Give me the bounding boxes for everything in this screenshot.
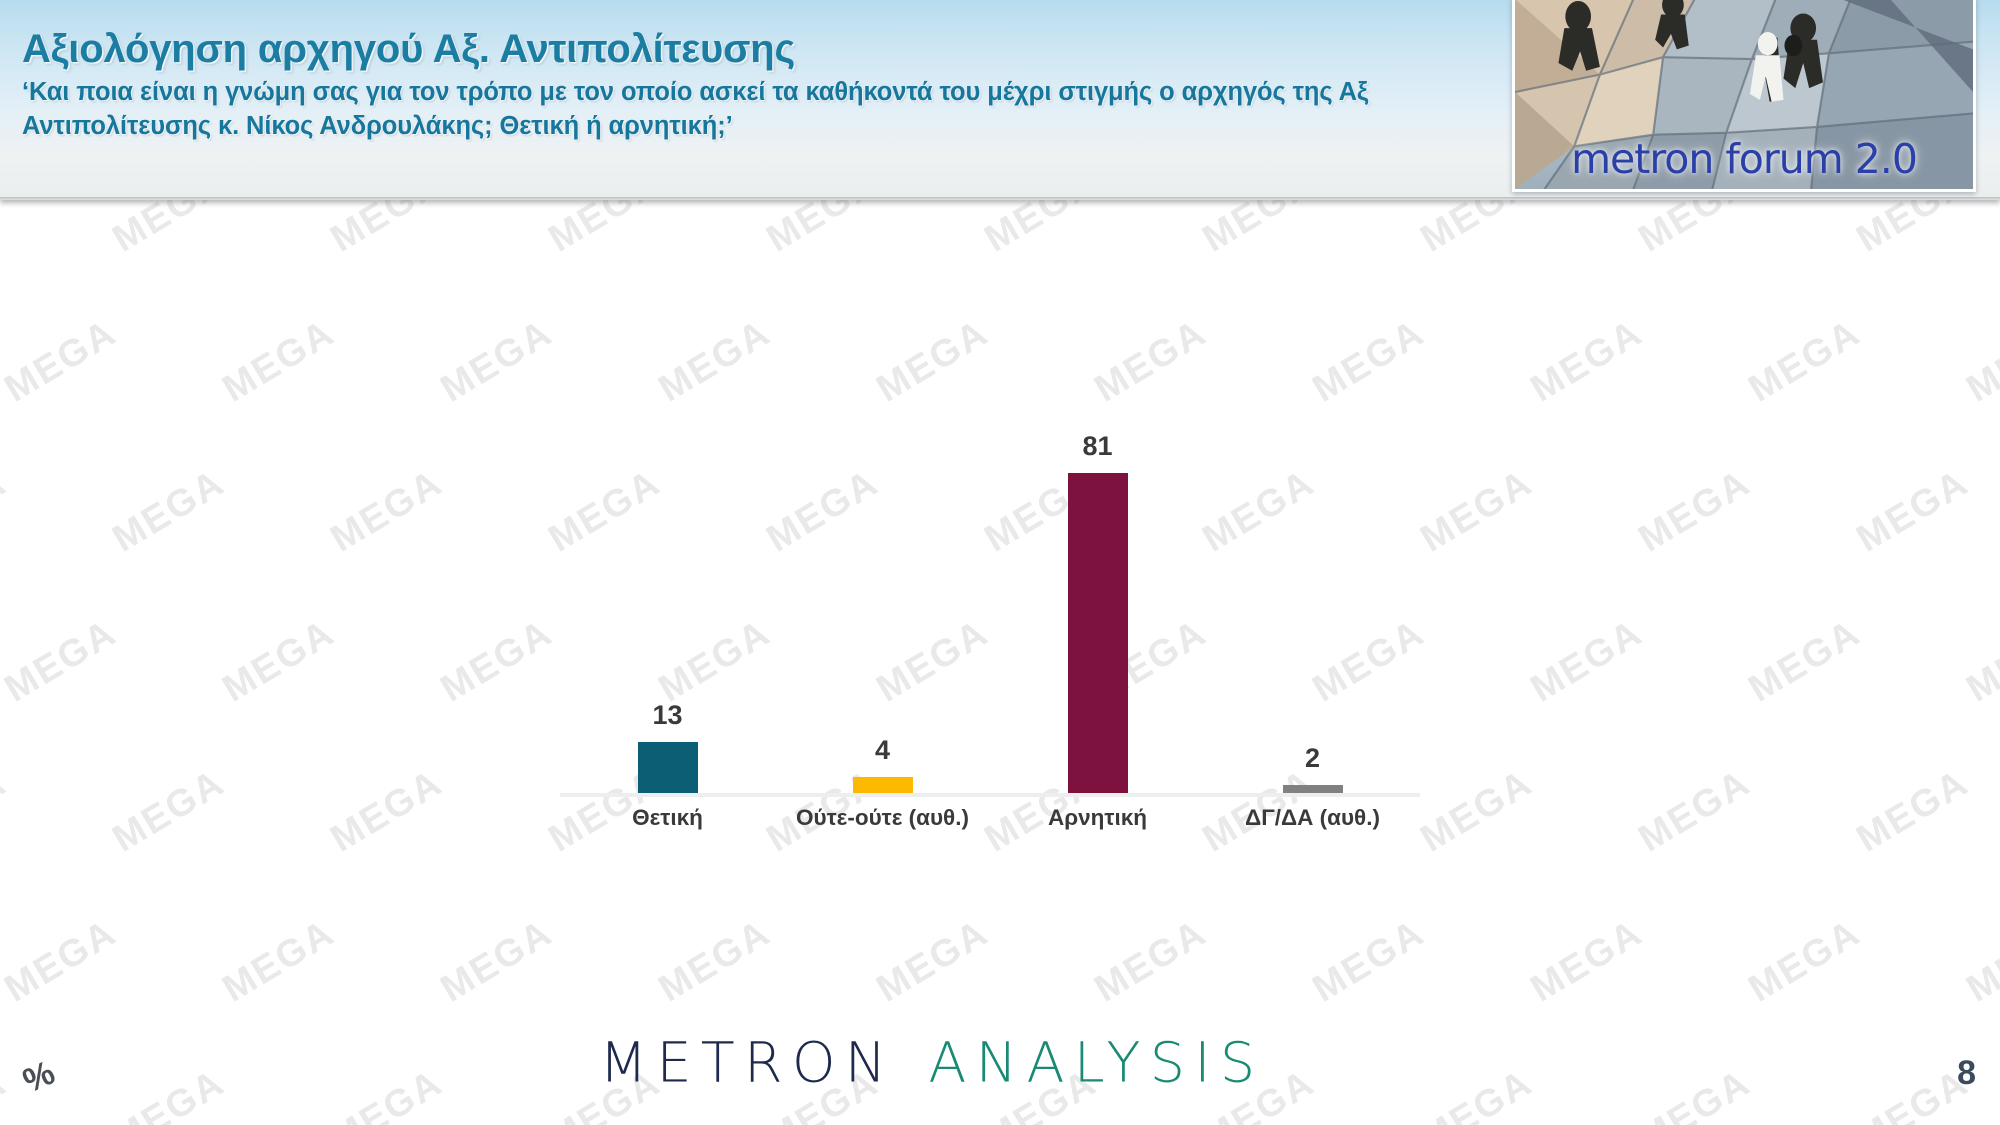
watermark-text: MEGA: [1523, 311, 1650, 411]
watermark-text: MEGA: [1413, 461, 1540, 561]
watermark-text: MEGA: [869, 911, 996, 1011]
watermark-text: MEGA: [1305, 311, 1432, 411]
header-text-block: Αξιολόγηση αρχηγού Αξ. Αντιπολίτευσης ‘Κ…: [22, 28, 1452, 144]
watermark-text: MEGA: [323, 761, 450, 861]
chart-category-labels: Θετική Ούτε-ούτε (αυθ.) Αρνητική ΔΓ/ΔΑ (…: [560, 805, 1420, 845]
watermark-text: MEGA: [1849, 461, 1976, 561]
watermark-text: MEGA: [215, 911, 342, 1011]
watermark-text: MEGA: [433, 911, 560, 1011]
watermark-text: MEGA: [1959, 311, 2000, 411]
watermark-text: MEGA: [0, 461, 14, 561]
metron-forum-caption: metron forum 2.0: [1571, 135, 1918, 183]
watermark-text: MEGA: [105, 761, 232, 861]
chart-baseline-axis: [560, 793, 1420, 797]
bar-value-label-0: 13: [652, 699, 683, 730]
watermark-text: MEGA: [1631, 761, 1758, 861]
metron-forum-banner-image: metron forum 2.0: [1512, 0, 1976, 192]
metron-analysis-logo: METRON ANALYSIS: [0, 1028, 2000, 1100]
page-title: Αξιολόγηση αρχηγού Αξ. Αντιπολίτευσης: [22, 27, 796, 71]
watermark-text: MEGA: [0, 911, 124, 1011]
bar-slot-2: 81: [990, 430, 1205, 793]
watermark-text: MEGA: [0, 611, 124, 711]
page-number: 8: [1957, 1054, 1976, 1092]
watermark-text: MEGA: [1741, 611, 1868, 711]
category-label-1: Ούτε-ούτε (αυθ.): [796, 805, 969, 830]
page-subtitle: ‘Και ποια είναι η γνώμη σας για τον τρόπ…: [22, 78, 1369, 140]
bar-slot-3: 2: [1205, 430, 1420, 793]
chart-bar-3[interactable]: 2: [1282, 743, 1343, 793]
watermark-text: MEGA: [1741, 911, 1868, 1011]
watermark-text: MEGA: [323, 461, 450, 561]
watermark-text: MEGA: [433, 311, 560, 411]
logo-text-analysis: ANALYSIS: [928, 1030, 1264, 1095]
watermark-text: MEGA: [1305, 911, 1432, 1011]
watermark-text: MEGA: [1631, 461, 1758, 561]
watermark-text: MEGA: [1087, 911, 1214, 1011]
watermark-text: MEGA: [1523, 611, 1650, 711]
watermark-text: MEGA: [433, 611, 560, 711]
watermark-text: MEGA: [1959, 611, 2000, 711]
bar-value-label-3: 2: [1304, 743, 1321, 774]
chart-bar-2[interactable]: 81: [1067, 431, 1128, 793]
watermark-text: MEGA: [869, 311, 996, 411]
chart-bar-0[interactable]: 13: [637, 700, 698, 793]
category-label-3: ΔΓ/ΔΑ (αυθ.): [1245, 805, 1380, 830]
logo-text-metron: METRON: [599, 1030, 895, 1095]
category-label-0: Θετική: [632, 805, 703, 830]
watermark-text: MEGA: [1413, 761, 1540, 861]
watermark-text: MEGA: [1741, 311, 1868, 411]
watermark-text: MEGA: [1087, 311, 1214, 411]
watermark-text: MEGA: [1959, 911, 2000, 1011]
watermark-text: MEGA: [105, 461, 232, 561]
bar-chart: 13 4 81 2 Θετική Ούτε-ούτε (αυθ.) Αρνητι…: [560, 430, 1420, 850]
watermark-text: MEGA: [651, 311, 778, 411]
watermark-text: MEGA: [0, 311, 124, 411]
bar-slot-0: 13: [560, 430, 775, 793]
watermark-text: MEGA: [651, 911, 778, 1011]
bar-value-label-2: 81: [1082, 431, 1113, 462]
watermark-text: MEGA: [1523, 911, 1650, 1011]
watermark-text: MEGA: [1849, 761, 1976, 861]
metron-analysis-wordmark: METRON ANALYSIS: [599, 1030, 1264, 1095]
chart-bar-1[interactable]: 4: [852, 735, 913, 793]
watermark-text: MEGA: [0, 761, 14, 861]
bar-slot-1: 4: [775, 430, 990, 793]
bar-value-label-1: 4: [874, 735, 891, 766]
geometric-pattern-graphic: [1515, 0, 1973, 189]
watermark-text: MEGA: [215, 611, 342, 711]
chart-plot-area: 13 4 81 2: [560, 430, 1420, 797]
watermark-text: MEGA: [215, 311, 342, 411]
category-label-2: Αρνητική: [1047, 805, 1147, 830]
